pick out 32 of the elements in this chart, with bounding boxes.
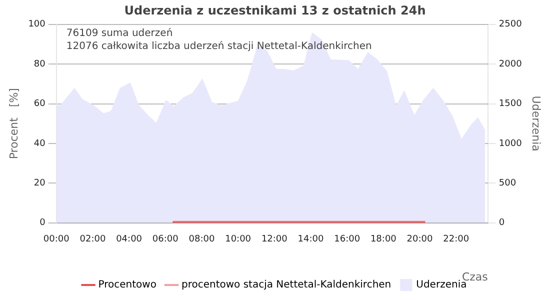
x-tick-label: 12:00 — [261, 234, 288, 245]
legend-label: Uderzenia — [416, 280, 467, 291]
x-tick-label: 02:00 — [80, 234, 106, 245]
x-tick-label: 20:00 — [406, 234, 434, 245]
y2-tick-label: 500 — [498, 178, 516, 188]
annotation: 76109 suma uderzeń — [66, 26, 173, 39]
x-tick-label: 06:00 — [152, 234, 179, 245]
y2-tick-label: 2500 — [498, 20, 522, 30]
y-tick-label: 40 — [34, 138, 46, 149]
x-tick-label: 10:00 — [225, 234, 252, 245]
legend-label: Procentowo — [98, 280, 156, 291]
x-tick-label: 04:00 — [116, 234, 142, 245]
y-tick-label: 60 — [34, 99, 46, 110]
y-tick-label: 20 — [34, 178, 46, 188]
x-tick-label: 18:00 — [370, 234, 397, 245]
chart-title: Uderzenia z uczestnikami 13 z ostatnich 24h — [124, 3, 426, 18]
y-tick-label: 80 — [34, 59, 46, 70]
x-tick-label: 14:00 — [298, 234, 324, 245]
annotation: 12076 całkowita liczba uderzeń stacji Nettetal-Kaldenkirchen — [66, 40, 372, 52]
y-tick-label: 0 — [40, 218, 46, 228]
y-tick-label: 100 — [28, 20, 46, 30]
legend-label: procentowo stacja Nettetal-Kaldenkirchen — [181, 280, 392, 291]
x-tick-label: 08:00 — [188, 234, 215, 245]
y2-axis-title: Uderzenia — [530, 96, 543, 152]
y-axis-title: Procent [%] — [7, 88, 20, 160]
y2-tick-label: 1000 — [498, 138, 522, 149]
y2-tick-label: 0 — [498, 218, 505, 228]
y2-tick-label: 2000 — [498, 59, 522, 70]
x-tick-label: 00:00 — [43, 234, 70, 245]
y2-tick-label: 1500 — [498, 99, 522, 110]
x-tick-label: 22:00 — [443, 234, 470, 245]
x-tick-label: 16:00 — [334, 234, 360, 245]
